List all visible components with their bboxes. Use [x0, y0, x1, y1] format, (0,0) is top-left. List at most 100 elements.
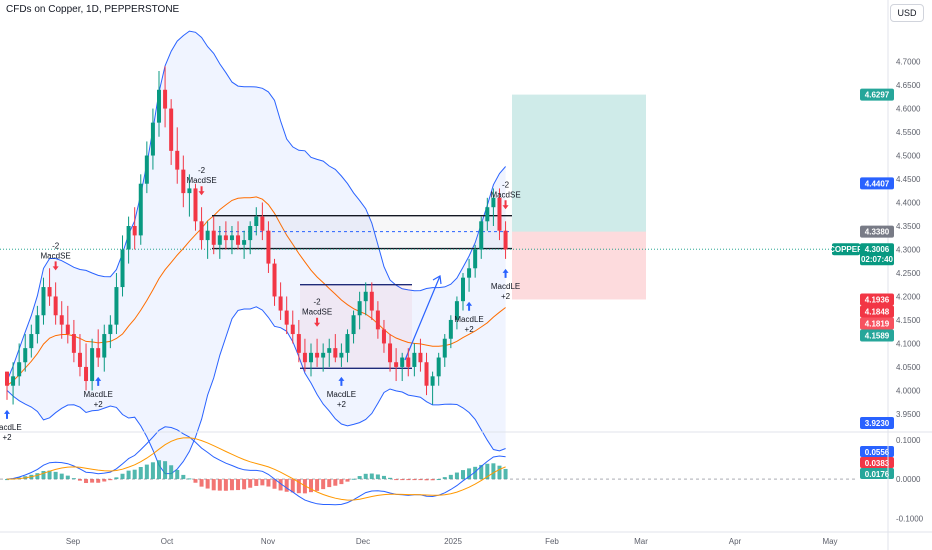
- macd-histogram-bar: [315, 479, 320, 491]
- macd-histogram-bar: [272, 479, 277, 489]
- target-zone: [512, 94, 646, 232]
- macd-histogram-bar: [90, 479, 95, 483]
- candle-body: [497, 197, 502, 231]
- candle-body: [339, 352, 344, 358]
- candle-body: [242, 240, 247, 245]
- signal-label: MacdLE: [491, 282, 520, 291]
- price-badge-text: 4.1848: [865, 307, 890, 316]
- candle-body: [454, 301, 459, 320]
- macd-histogram-bar: [138, 467, 143, 480]
- macd-histogram-bar: [448, 474, 453, 480]
- candle-body: [126, 226, 131, 250]
- price-tick-label: 4.0500: [896, 363, 921, 372]
- price-tick-label: 4.7000: [896, 58, 921, 67]
- macd-histogram-bar: [394, 479, 399, 481]
- candle-body: [321, 352, 326, 358]
- candle-body: [90, 348, 95, 382]
- price-tick-label: 4.5500: [896, 128, 921, 137]
- macd-badge-text: 0.0556: [865, 448, 890, 457]
- macd-histogram-bar: [309, 479, 313, 493]
- signal-qty: -2: [52, 241, 60, 250]
- macd-histogram-bar: [485, 463, 490, 480]
- price-badge: [860, 88, 894, 101]
- countdown-text: 02:07:40: [861, 255, 894, 264]
- signal-qty: -2: [198, 166, 206, 175]
- macd-histogram-bar: [120, 473, 125, 480]
- moving-average: [6, 196, 506, 387]
- macd-histogram-bar: [424, 479, 429, 481]
- candle-body: [296, 334, 301, 353]
- macd-histogram-bar: [375, 474, 380, 480]
- price-tick-label: 4.6000: [896, 105, 921, 114]
- price-badge: [860, 305, 894, 318]
- candle-body: [41, 287, 46, 316]
- candle-body: [473, 249, 478, 269]
- candle-body: [309, 352, 313, 363]
- signal-label: MacdSE: [41, 251, 71, 260]
- signal-arrow-up: [466, 301, 473, 311]
- macd-badge: [860, 457, 894, 468]
- candle-body: [187, 188, 192, 194]
- macd-histogram-bar: [254, 479, 259, 486]
- projection-arrow-head: [432, 275, 442, 285]
- macd-histogram-bar: [223, 479, 228, 491]
- macd-histogram-bar: [205, 479, 210, 489]
- macd-histogram-bar: [144, 464, 149, 480]
- candle-body: [290, 324, 295, 335]
- macd-histogram-bar: [229, 479, 234, 491]
- time-tick-label: Dec: [356, 537, 370, 546]
- signal-label: MacdSE: [302, 308, 332, 317]
- bollinger-lower: [6, 306, 506, 475]
- macd-histogram-bar: [454, 472, 459, 480]
- time-tick-label: Mar: [634, 537, 648, 546]
- price-tick-label: 3.9500: [896, 410, 921, 419]
- candle-body: [138, 183, 143, 236]
- candle-body: [84, 366, 89, 382]
- candle-body: [302, 352, 307, 363]
- macd-histogram-bar: [71, 478, 76, 480]
- last-price-text: 4.3006: [865, 245, 890, 254]
- macd-histogram-bar: [132, 469, 137, 480]
- price-badge: [860, 225, 894, 238]
- candle-body: [333, 348, 338, 358]
- price-badge: [860, 293, 894, 306]
- macd-histogram-bar: [163, 461, 168, 480]
- macd-histogram-bar: [35, 473, 40, 480]
- price-tick-label: 4.1500: [896, 316, 921, 325]
- macd-histogram-bar: [467, 468, 472, 480]
- currency-button[interactable]: USD: [890, 4, 924, 22]
- macd-histogram-bar: [169, 465, 174, 480]
- candle-body: [442, 338, 447, 358]
- macd-histogram-bar: [278, 479, 283, 491]
- symbol-badge-text: COPPER: [829, 245, 863, 254]
- macd-tick-label: 0.0000: [896, 475, 921, 484]
- macd-histogram-bar: [102, 479, 107, 482]
- macd-histogram-bar: [412, 479, 417, 481]
- candle-body: [503, 230, 508, 250]
- signal-annotations: MacdLE+2-2MacdSEMacdLE+2-2MacdSE-2MacdSE…: [0, 166, 521, 442]
- candle-body: [272, 263, 277, 297]
- macd-histogram-bar: [260, 479, 265, 486]
- candle-body: [53, 296, 58, 316]
- price-tick-label: 4.3000: [896, 245, 921, 254]
- signal-qty: -2: [314, 298, 322, 307]
- macd-histogram-bar: [296, 479, 301, 494]
- macd-histogram-bar: [436, 479, 441, 481]
- macd-histogram-bar: [327, 479, 332, 488]
- signal-line: [6, 437, 506, 501]
- candle-body: [217, 235, 222, 245]
- signal-label: MacdSE: [490, 190, 520, 199]
- candle-body: [357, 301, 362, 316]
- macd-histogram-bar: [442, 477, 447, 480]
- macd-pane: 0.1000 0.0000 -0.1000 0.0556 0.0383 0.0176: [0, 426, 924, 523]
- signal-label: MacdLE: [0, 423, 22, 432]
- candle-body: [102, 334, 107, 358]
- candle-body: [467, 268, 472, 278]
- candle-body: [223, 235, 228, 241]
- time-tick-label: Apr: [729, 537, 742, 546]
- signal-label: MacdLE: [84, 390, 113, 399]
- signal-qty: +2: [337, 400, 347, 409]
- time-tick-label: Feb: [545, 537, 559, 546]
- candle-body: [175, 150, 180, 170]
